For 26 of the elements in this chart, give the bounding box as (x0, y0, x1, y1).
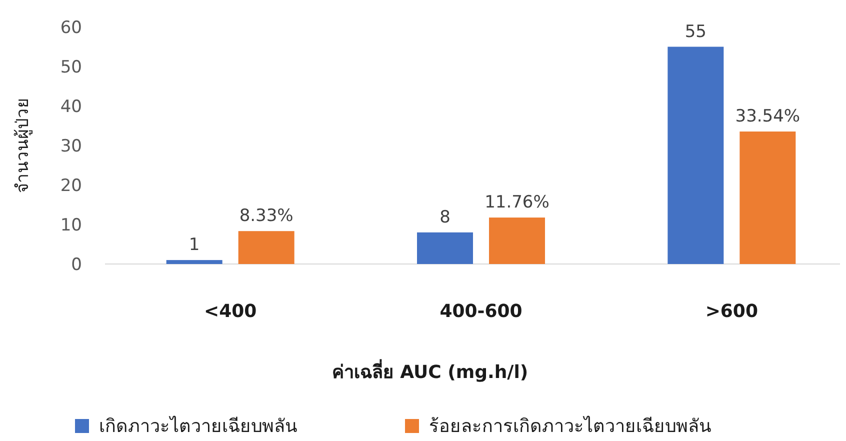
y-tick-label: 10 (60, 216, 82, 236)
x-axis-title: ค่าเฉลี่ย AUC (mg.h/l) (332, 359, 528, 383)
bar (417, 232, 473, 264)
legend-label: ร้อยละการเกิดภาวะไตวายเฉียบพลัน (429, 415, 711, 437)
bar (489, 218, 545, 264)
x-tick-label: 400-600 (440, 301, 522, 322)
y-tick-label: 60 (60, 18, 82, 38)
data-label: 8 (440, 207, 450, 228)
y-tick-label: 40 (60, 97, 82, 117)
x-tick-label: >600 (705, 301, 758, 322)
data-label: 33.54% (735, 106, 800, 127)
bar (668, 46, 724, 264)
y-tick-label: 50 (60, 58, 82, 78)
x-tick-label: <400 (204, 301, 257, 322)
data-label: 1 (188, 235, 200, 256)
bar (238, 231, 294, 264)
bar (166, 260, 222, 264)
data-label: 11.76% (484, 192, 550, 213)
y-tick-label: 0 (71, 255, 82, 275)
y-tick-label: 20 (60, 176, 82, 196)
data-label: 55 (684, 22, 706, 42)
data-label: 8.33% (239, 206, 294, 226)
legend-label: เกิดภาวะไตวายเฉียบพลัน (99, 415, 297, 437)
y-tick-label: 30 (60, 136, 82, 156)
y-axis-title: จำนวนผู้ป่วย (13, 98, 33, 193)
bar (740, 132, 796, 264)
